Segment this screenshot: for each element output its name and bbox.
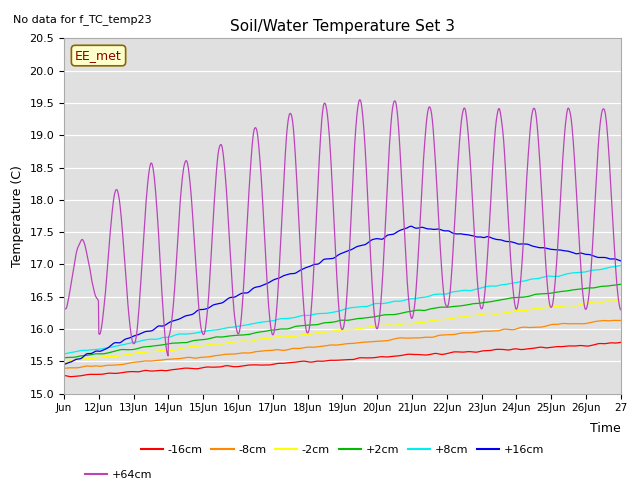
- Legend: +64cm: +64cm: [81, 465, 157, 480]
- X-axis label: Time: Time: [590, 422, 621, 435]
- Text: EE_met: EE_met: [75, 49, 122, 62]
- Title: Soil/Water Temperature Set 3: Soil/Water Temperature Set 3: [230, 20, 455, 35]
- Y-axis label: Temperature (C): Temperature (C): [11, 165, 24, 267]
- Text: No data for f_TC_temp23: No data for f_TC_temp23: [13, 14, 152, 25]
